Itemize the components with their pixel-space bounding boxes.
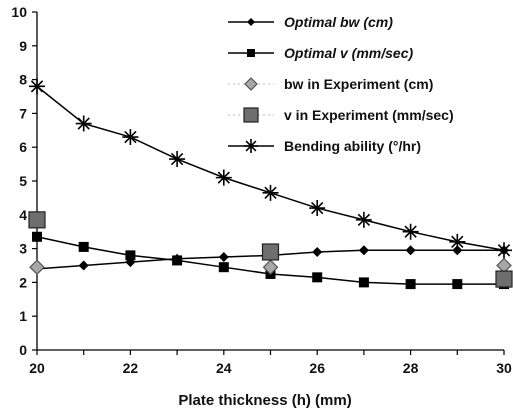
y-tick-label: 5: [19, 173, 27, 189]
legend-label: Optimal bw (cm): [284, 14, 393, 30]
x-tick-label: 30: [496, 360, 512, 376]
data-point: [122, 129, 139, 146]
x-tick-label: 20: [29, 360, 45, 376]
data-point: [312, 272, 323, 283]
legend-marker: [247, 49, 255, 57]
y-tick-label: 3: [19, 241, 27, 257]
legend-label: Bending ability (°/hr): [284, 138, 421, 154]
data-point: [215, 169, 232, 186]
y-tick-label: 9: [19, 38, 27, 54]
data-point: [29, 259, 45, 276]
data-point: [218, 252, 229, 263]
data-point: [355, 211, 372, 228]
legend-label: Optimal v (mm/sec): [284, 45, 413, 61]
y-tick-label: 8: [19, 72, 27, 88]
series-layer: [28, 78, 513, 290]
data-point: [309, 200, 326, 217]
data-point: [496, 242, 512, 259]
data-point: [78, 260, 89, 271]
y-tick-label: 10: [11, 4, 27, 20]
y-tick-label: 1: [19, 308, 27, 324]
legend-marker: [244, 77, 258, 91]
x-axis-ticks: 20 22 24 26 28 30: [29, 350, 512, 376]
x-tick-label: 28: [403, 360, 419, 376]
x-axis-title: Plate thickness (h) (mm): [178, 392, 351, 409]
data-point: [495, 270, 513, 288]
data-point: [312, 246, 323, 257]
data-point: [28, 211, 46, 229]
data-point: [402, 223, 419, 240]
x-tick-label: 22: [123, 360, 139, 376]
data-point: [452, 245, 463, 256]
y-tick-label: 0: [19, 342, 27, 358]
data-point: [358, 277, 369, 288]
x-tick-label: 24: [216, 360, 232, 376]
y-tick-label: 2: [19, 274, 27, 290]
axes: [36, 12, 504, 351]
data-point: [261, 243, 280, 261]
data-point: [125, 250, 136, 261]
legend-marker: [244, 139, 258, 153]
data-point: [75, 115, 92, 132]
data-point: [452, 279, 463, 290]
data-point: [405, 245, 416, 256]
data-point: [405, 279, 416, 290]
series-4: [28, 211, 513, 288]
data-point: [172, 255, 183, 266]
legend-label: bw in Experiment (cm): [284, 76, 433, 92]
series-3: [29, 257, 512, 276]
data-point: [29, 78, 45, 95]
legend-label: v in Experiment (mm/sec): [284, 107, 454, 123]
data-point: [262, 259, 279, 276]
data-point: [169, 151, 186, 168]
data-point: [262, 184, 279, 201]
data-point: [496, 257, 512, 274]
data-point: [449, 233, 466, 250]
series-5: [29, 78, 512, 259]
y-tick-label: 4: [19, 207, 27, 223]
data-point: [358, 245, 369, 256]
data-point: [32, 231, 42, 242]
data-point: [78, 241, 89, 252]
y-tick-label: 7: [19, 105, 27, 121]
legend: Optimal bw (cm) Optimal v (mm/sec) bw in E…: [228, 14, 454, 154]
data-point: [218, 262, 229, 273]
x-tick-label: 26: [309, 360, 325, 376]
legend-marker: [243, 107, 259, 123]
y-axis-ticks: 0 1 2 3 4 5 6 7 8 9 10: [11, 4, 37, 358]
y-tick-label: 6: [19, 139, 27, 155]
legend-marker: [247, 18, 255, 26]
